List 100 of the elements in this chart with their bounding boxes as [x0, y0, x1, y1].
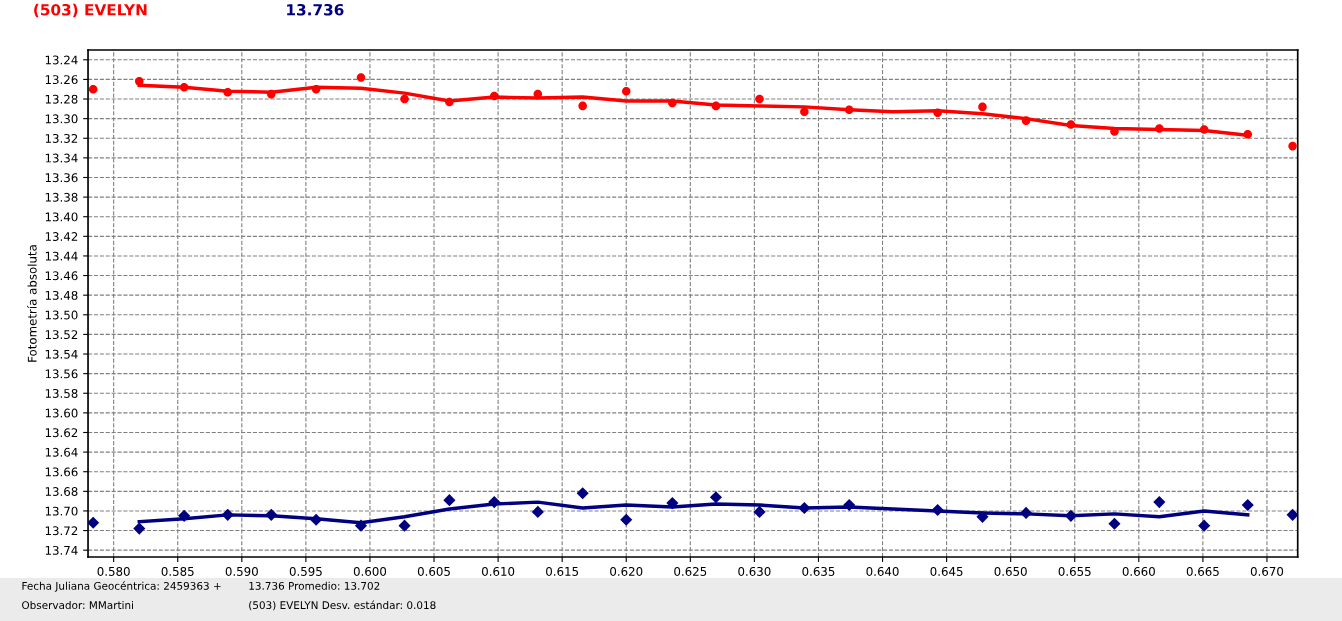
y-tick-label: 13.62 [45, 428, 78, 438]
point [267, 89, 276, 99]
y-tick-label: 13.42 [45, 232, 78, 241]
point [666, 497, 679, 510]
point [178, 509, 191, 522]
x-tick-label: 0.600 [353, 566, 387, 576]
y-tick-label: 13.50 [45, 310, 78, 320]
point [398, 519, 411, 532]
y-tick-label: 13.40 [45, 212, 78, 222]
point [709, 491, 722, 504]
point [668, 98, 677, 108]
x-tick-label: 0.635 [802, 566, 835, 576]
y-tick-label: 13.46 [45, 271, 78, 281]
point [711, 101, 721, 111]
point [223, 87, 232, 97]
text: 13.736 [287, 3, 344, 16]
y-tick-label: 13.66 [45, 467, 78, 477]
x-tick-label: 0.610 [481, 566, 515, 576]
point [311, 84, 321, 94]
y-tick-label: 13.60 [45, 408, 78, 418]
point [1199, 125, 1209, 134]
point [88, 516, 100, 529]
x-tick-label: 0.615 [546, 566, 579, 576]
point [933, 108, 942, 118]
point [88, 84, 98, 94]
point [843, 499, 856, 512]
point [489, 91, 499, 101]
x-tick-label: 0.590 [225, 566, 258, 576]
y-tick-label: 13.74 [45, 545, 78, 555]
y-axis-title: Fotometría absoluta [27, 245, 37, 362]
y-tick-label: 13.56 [45, 369, 78, 379]
x-tick-label: 0.655 [1058, 566, 1091, 576]
point [443, 494, 456, 507]
point [1108, 517, 1121, 530]
y-tick-label: 13.34 [45, 153, 78, 163]
point [1066, 120, 1076, 129]
x-tick-label: 0.605 [417, 566, 450, 576]
point [1019, 506, 1033, 519]
x-tick-label: 0.665 [1186, 566, 1219, 576]
text: Fecha Juliana Geocéntrica: 2459363 + [22, 581, 221, 592]
y-tick-label: 13.28 [45, 94, 78, 104]
x-tick-label: 0.595 [289, 566, 322, 576]
y-tick-label: 13.26 [45, 75, 78, 85]
point [445, 97, 454, 107]
point [1243, 130, 1253, 139]
y-tick-label: 13.72 [45, 526, 78, 536]
point [931, 503, 944, 517]
text: 13.736 Promedio: 13.702 [249, 581, 380, 590]
point [844, 105, 854, 115]
y-tick-label: 13.52 [45, 330, 78, 340]
y-tick-label: 13.36 [45, 173, 78, 183]
text: Observador: MMartini [22, 600, 133, 610]
y-tick-label: 13.58 [45, 388, 78, 398]
point [621, 86, 631, 96]
text: (503) EVELYN Desv. estándar: 0.018 [249, 600, 436, 611]
point [400, 94, 409, 104]
point [798, 501, 811, 515]
x-tick-label: 0.630 [738, 566, 771, 576]
x-tick-label: 0.620 [610, 566, 643, 576]
point [1198, 519, 1211, 532]
x-tick-label: 0.585 [161, 566, 194, 576]
y-tick-label: 13.48 [45, 290, 78, 300]
point [179, 82, 189, 92]
point [265, 508, 278, 521]
y-tick-label: 13.30 [45, 114, 78, 124]
point [1286, 508, 1298, 521]
x-tick-label: 0.625 [674, 566, 707, 576]
point [1155, 124, 1164, 133]
point [578, 101, 587, 111]
point [1241, 499, 1254, 512]
point [354, 519, 368, 532]
point [1288, 141, 1297, 151]
x-tick-label: 0.650 [994, 566, 1027, 576]
y-tick-label: 13.64 [45, 447, 78, 457]
point [755, 94, 764, 104]
x-tick-label: 0.660 [1122, 566, 1155, 576]
point [800, 107, 809, 117]
x-tick-label: 0.580 [97, 566, 130, 576]
point [356, 73, 366, 82]
y-tick-label: 13.70 [45, 506, 78, 516]
point [576, 487, 589, 500]
point [133, 522, 146, 535]
x-tick-label: 0.640 [866, 566, 899, 576]
point [221, 508, 234, 521]
x-tick-label: 0.670 [1250, 566, 1284, 576]
y-tick-label: 13.54 [45, 349, 78, 359]
point [976, 510, 989, 523]
point [1021, 116, 1031, 125]
x-tick-label: 0.645 [930, 566, 963, 576]
point [978, 102, 987, 112]
point [531, 505, 544, 518]
text: (503) EVELYN [34, 3, 147, 18]
point [1153, 496, 1166, 509]
point [620, 513, 633, 526]
point [753, 505, 766, 518]
y-tick-label: 13.32 [45, 133, 78, 143]
y-tick-label: 13.44 [45, 251, 78, 261]
y-tick-label: 13.24 [45, 55, 78, 65]
point [488, 496, 501, 509]
point [135, 77, 144, 86]
